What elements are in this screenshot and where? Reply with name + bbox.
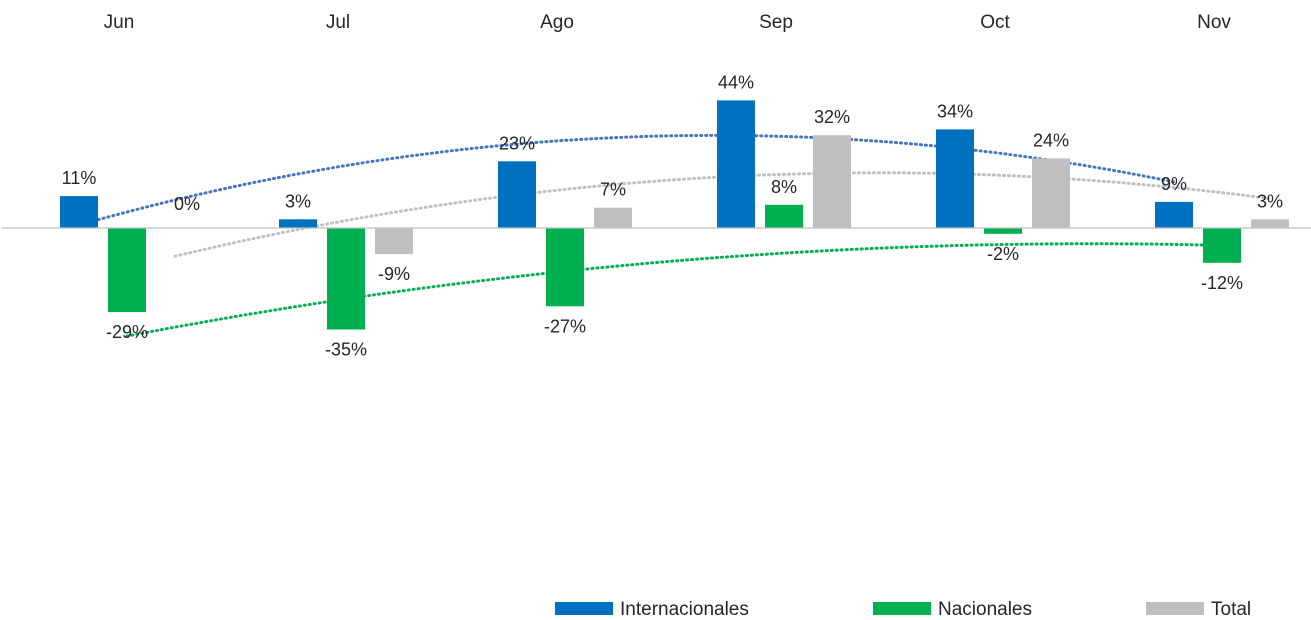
bar-total-ago — [594, 207, 632, 228]
category-label-jun: Jun — [104, 12, 135, 33]
bar-total-jul — [375, 228, 413, 255]
legend-label-nacionales: Nacionales — [938, 599, 1032, 620]
data-label-nacionales-jul: -35% — [325, 340, 367, 360]
category-label-ago: Ago — [540, 12, 574, 33]
category-label-jul: Jul — [326, 12, 350, 33]
bar-nacionales-sep — [765, 204, 803, 228]
trendline-nacionales — [125, 242, 1224, 338]
bar-nacionales-nov — [1203, 228, 1241, 263]
legend-swatch-total — [1146, 602, 1204, 615]
bar-internacionales-ago — [498, 161, 536, 228]
bar-total-sep — [813, 135, 851, 228]
legend-label-total: Total — [1211, 599, 1251, 620]
bar-internacionales-jul — [279, 219, 317, 228]
bar-nacionales-jun — [108, 228, 146, 313]
category-label-oct: Oct — [980, 12, 1010, 33]
bar-internacionales-oct — [936, 129, 974, 228]
legend-swatch-nacionales — [873, 602, 931, 615]
bar-total-oct — [1032, 158, 1070, 228]
trendlines — [77, 133, 1272, 338]
data-label-total-ago: 7% — [600, 180, 626, 200]
data-labels: 11% 3% 23% 44% 34% 9% -29% -35% -27% 8% -2% -12% 0% -… — [62, 72, 1283, 359]
bar-internacionales-nov — [1155, 201, 1193, 228]
bar-total-nov — [1251, 219, 1289, 228]
data-label-internacionales-jun: 11% — [62, 168, 97, 188]
data-label-internacionales-oct: 34% — [937, 101, 973, 121]
category-label-sep: Sep — [759, 12, 793, 33]
category-labels: Jun Jul Ago Sep Oct Nov — [104, 12, 1232, 33]
bars — [60, 100, 1289, 330]
data-label-internacionales-ago: 23% — [499, 133, 535, 153]
data-label-internacionales-sep: 44% — [718, 72, 754, 92]
data-label-total-sep: 32% — [814, 107, 850, 127]
bar-nacionales-jul — [327, 228, 365, 330]
data-label-internacionales-nov: 9% — [1161, 174, 1187, 194]
bar-internacionales-jun — [60, 196, 98, 228]
data-label-nacionales-ago: -27% — [544, 316, 586, 336]
data-label-total-jun: 0% — [174, 194, 200, 214]
data-label-nacionales-sep: 8% — [771, 177, 797, 197]
legend-label-internacionales: Internacionales — [620, 599, 749, 620]
data-label-internacionales-jul: 3% — [285, 191, 311, 211]
bar-nacionales-oct — [984, 228, 1022, 234]
trendline-internacionales — [77, 133, 1176, 227]
legend: Internacionales Nacionales Total — [555, 599, 1251, 620]
legend-swatch-internacionales — [555, 602, 613, 615]
bar-internacionales-sep — [717, 100, 755, 228]
data-label-nacionales-nov: -12% — [1201, 273, 1243, 293]
data-label-nacionales-jun: -29% — [106, 322, 148, 342]
data-label-total-jul: -9% — [378, 264, 410, 284]
data-label-total-oct: 24% — [1033, 130, 1069, 150]
data-label-total-nov: 3% — [1257, 191, 1283, 211]
data-label-nacionales-oct: -2% — [987, 244, 1019, 264]
bar-nacionales-ago — [546, 228, 584, 307]
category-label-nov: Nov — [1197, 12, 1231, 33]
